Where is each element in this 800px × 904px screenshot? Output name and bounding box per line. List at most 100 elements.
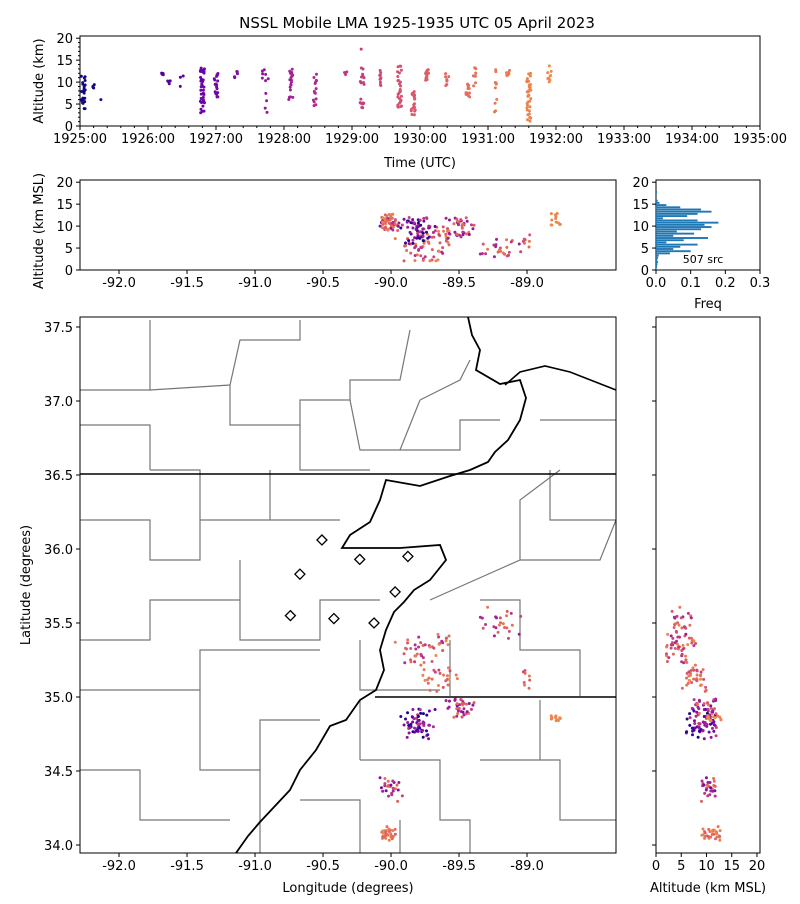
- source-point: [396, 104, 400, 108]
- source-point: [528, 99, 532, 103]
- source-point: [418, 726, 422, 730]
- source-point: [419, 641, 423, 645]
- source-point: [423, 678, 427, 682]
- source-point: [413, 660, 417, 664]
- source-point: [393, 827, 397, 831]
- source-point: [423, 255, 427, 259]
- source-point: [472, 84, 476, 88]
- source-point: [556, 718, 560, 722]
- source-point: [265, 110, 269, 114]
- source-point: [419, 663, 423, 667]
- source-point: [691, 729, 695, 733]
- source-point: [433, 708, 437, 712]
- source-point: [378, 224, 382, 228]
- source-point: [455, 702, 459, 706]
- source-point: [718, 715, 722, 719]
- source-point: [436, 683, 440, 687]
- source-point: [391, 228, 395, 232]
- source-point: [523, 668, 527, 672]
- time-tick-label: 1927:00: [189, 132, 243, 147]
- county-border: [80, 560, 240, 641]
- source-point: [517, 632, 521, 636]
- histogram-bar: [656, 221, 719, 224]
- source-point: [418, 722, 422, 726]
- state-border: [504, 365, 616, 391]
- source-point: [460, 226, 464, 230]
- source-point: [404, 646, 408, 650]
- source-point: [444, 216, 448, 220]
- source-point: [402, 217, 406, 221]
- histogram-bar: [656, 263, 658, 266]
- source-point: [692, 644, 696, 648]
- source-point: [473, 66, 477, 70]
- source-point: [312, 75, 316, 79]
- source-point: [264, 72, 268, 76]
- source-point: [406, 711, 410, 715]
- source-point: [707, 703, 711, 707]
- source-point: [528, 233, 532, 237]
- source-point: [687, 674, 691, 678]
- source-point: [383, 835, 387, 839]
- source-point: [414, 227, 418, 231]
- source-point: [416, 234, 420, 238]
- county-border: [400, 419, 500, 451]
- source-point: [383, 776, 387, 780]
- source-point: [689, 616, 693, 620]
- source-point: [702, 677, 706, 681]
- source-point: [478, 252, 482, 256]
- alt2-tick-label: 10: [56, 220, 73, 235]
- source-point: [233, 76, 237, 80]
- source-point: [83, 83, 87, 87]
- source-point: [181, 74, 185, 78]
- longitude-axis-label: Longitude (degrees): [282, 881, 413, 896]
- station-marker: [316, 534, 328, 546]
- source-point: [473, 74, 477, 78]
- source-point: [677, 645, 681, 649]
- source-point: [359, 97, 363, 101]
- time-tick-label: 1926:00: [121, 132, 175, 147]
- source-point: [444, 636, 448, 640]
- source-point: [685, 730, 689, 734]
- source-point: [693, 663, 697, 667]
- lon-alt-frame: [79, 179, 617, 271]
- altitude-lat-axis-label: Altitude (km MSL): [650, 881, 766, 896]
- source-point: [523, 237, 527, 241]
- source-point: [692, 698, 696, 702]
- alt3-tick-label: 0: [641, 264, 649, 279]
- histogram-bar: [656, 199, 658, 202]
- source-point: [699, 670, 703, 674]
- source-point: [694, 678, 698, 682]
- source-point: [199, 68, 203, 72]
- source-point: [461, 230, 465, 234]
- source-point: [688, 716, 692, 720]
- source-point: [505, 238, 509, 242]
- histogram-bar: [656, 204, 667, 207]
- source-point: [201, 91, 205, 95]
- alt2-tick-label: 0: [65, 264, 73, 279]
- source-point: [385, 825, 389, 829]
- source-point: [696, 735, 700, 739]
- station-marker: [284, 609, 297, 622]
- altitude-latitude-panel: 0 5 10 15 20: [652, 316, 765, 874]
- source-point: [390, 221, 394, 225]
- source-point: [424, 78, 428, 82]
- source-point: [410, 112, 414, 116]
- altitude-msl-axis-label: Altitude (km MSL): [32, 173, 47, 289]
- source-point: [388, 218, 392, 222]
- source-point: [704, 723, 708, 727]
- source-point: [413, 726, 417, 730]
- plan-lat-tick-label: 37.5: [44, 321, 73, 336]
- source-point: [710, 710, 714, 714]
- source-point: [701, 668, 705, 672]
- source-point: [419, 254, 423, 258]
- source-point: [422, 219, 426, 223]
- source-point: [83, 79, 87, 83]
- source-point: [688, 723, 692, 727]
- source-point: [706, 707, 710, 711]
- source-point: [546, 71, 550, 75]
- histogram-bar: [656, 201, 660, 204]
- map-layer: [80, 317, 616, 853]
- source-point: [444, 84, 448, 88]
- alt3-tick-label: 10: [632, 220, 649, 235]
- source-point: [693, 726, 697, 730]
